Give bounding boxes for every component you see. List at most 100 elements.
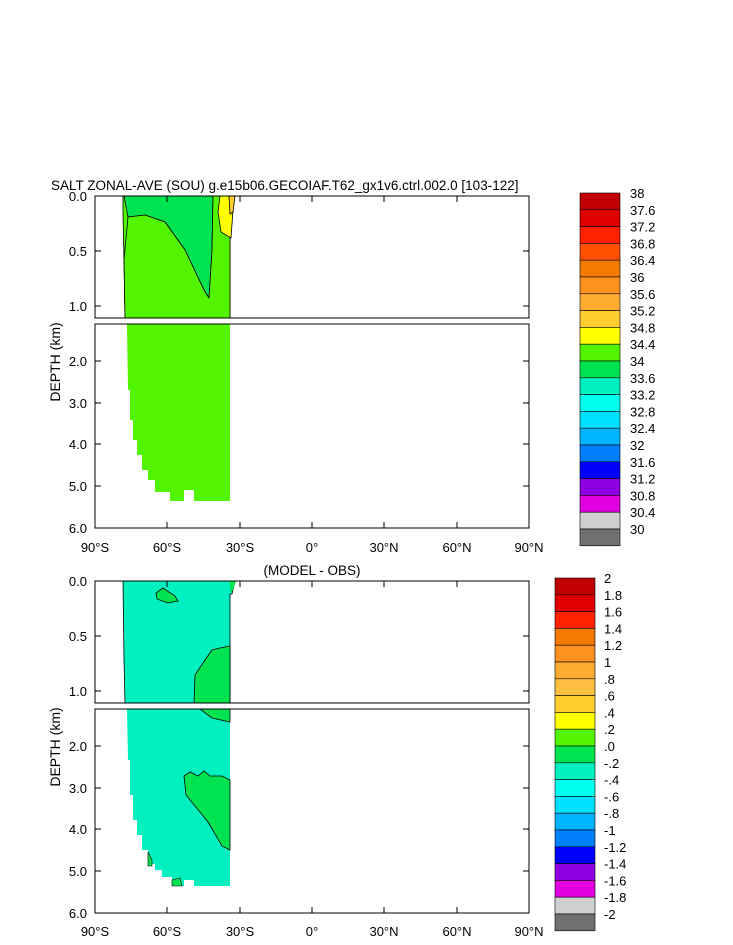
- colorbar-swatch: [579, 377, 621, 395]
- colorbar-swatch: [554, 829, 596, 848]
- ytick-label: 5.0: [69, 864, 87, 879]
- colorbar-label: -.2: [604, 756, 619, 771]
- colorbar-label: .2: [604, 722, 615, 737]
- panel1-lower-field: [127, 324, 230, 501]
- xtick-label: 90°S: [81, 540, 110, 555]
- colorbar-label: 35.6: [630, 287, 655, 302]
- panel1-xtick-marks: [166, 196, 458, 528]
- panel2-upper-fields: [122, 580, 236, 704]
- colorbar-swatch: [554, 846, 596, 864]
- colorbar-label: 30.4: [630, 505, 655, 520]
- ytick-label: 3.0: [69, 781, 87, 796]
- ytick-label: 6.0: [69, 521, 87, 536]
- colorbar-swatch: [554, 712, 596, 730]
- colorbar-swatch: [579, 343, 621, 362]
- xtick-label: 30°S: [226, 924, 255, 939]
- colorbar-label: .0: [604, 739, 615, 754]
- colorbar-label: 1.4: [604, 621, 622, 636]
- colorbar-swatch: [554, 762, 596, 780]
- colorbar-swatch: [554, 896, 596, 915]
- colorbar-swatch: [579, 495, 621, 513]
- colorbar-label: 31.2: [630, 472, 655, 487]
- colorbar-label: -2: [604, 907, 616, 922]
- y-axis-label: DEPTH (km): [47, 707, 63, 786]
- colorbar-swatch: [579, 411, 621, 429]
- anomaly-lower-region-0.0-bottom: [147, 851, 153, 867]
- xtick-label: 90°N: [514, 924, 543, 939]
- colorbar-swatch: [579, 192, 621, 211]
- colorbar-label: -.6: [604, 789, 619, 804]
- anomaly-lower-region-0.0-base: [171, 877, 183, 887]
- ytick-label: 0.0: [69, 189, 87, 204]
- colorbar-swatch: [554, 678, 596, 696]
- panel1-yaxis: 0.0 0.5 1.0 2.0 3.0 4.0 5.0 6.0: [69, 189, 87, 536]
- colorbar-swatch: [579, 276, 621, 295]
- colorbar-2: 21.81.61.41.21.8.6.4.2.0-.2-.4-.6-.8-1-1…: [554, 571, 626, 932]
- colorbar-swatch: [579, 327, 621, 345]
- colorbar-label: 32.4: [630, 421, 655, 436]
- colorbar-swatch: [579, 461, 621, 479]
- colorbar-label: 2: [604, 571, 611, 586]
- colorbar-swatch: [579, 243, 621, 261]
- colorbar-label: .4: [604, 705, 615, 720]
- ytick-label: 2.0: [69, 354, 87, 369]
- xtick-label: 60°S: [153, 924, 182, 939]
- ytick-label: 4.0: [69, 437, 87, 452]
- colorbar-label: 33.2: [630, 388, 655, 403]
- colorbar-label: -1.6: [604, 873, 626, 888]
- colorbar-swatch: [579, 293, 621, 311]
- colorbar-label: -1: [604, 823, 616, 838]
- colorbar-label: 1.6: [604, 605, 622, 620]
- anomaly-region-0.0-c: [230, 581, 236, 592]
- ytick-label: 2.0: [69, 739, 87, 754]
- colorbar-label: 32.8: [630, 404, 655, 419]
- xtick-label: 0°: [306, 924, 318, 939]
- colorbar-1: 38 37.6 37.236.8 36.4 36 35.6 35.234.8 34.4 34 33…: [579, 186, 655, 547]
- colorbar-label: 1.8: [604, 588, 622, 603]
- colorbar-label: 36.8: [630, 236, 655, 251]
- colorbar-label: 34.8: [630, 320, 655, 335]
- anomaly-region-0.0-a: [155, 587, 179, 604]
- panel2-xtick-marks: [166, 581, 458, 913]
- salinity-region-35.2: [228, 195, 236, 215]
- colorbar-swatch: [554, 661, 596, 680]
- panel2-ytick-marks: [95, 580, 529, 872]
- xtick-label: 90°S: [81, 924, 110, 939]
- colorbar-swatch: [554, 779, 596, 797]
- xtick-label: 30°N: [369, 924, 398, 939]
- ytick-label: 3.0: [69, 396, 87, 411]
- colorbar-label: 37.2: [630, 220, 655, 235]
- colorbar-label: -1.4: [604, 857, 626, 872]
- panel1-upper-fields: [122, 195, 236, 319]
- xtick-label: 30°N: [369, 540, 398, 555]
- anomaly-lower-region-neg0.2: [127, 709, 230, 886]
- colorbar-label: -1.8: [604, 890, 626, 905]
- colorbar-label: 36: [630, 270, 644, 285]
- colorbar-label: 31.6: [630, 455, 655, 470]
- colorbar-swatch: [554, 745, 596, 764]
- colorbar-swatch: [554, 594, 596, 612]
- xtick-label: 60°S: [153, 540, 182, 555]
- panel2-lower-fields: [127, 708, 231, 887]
- ytick-label: 5.0: [69, 479, 87, 494]
- colorbar-swatch: [579, 511, 621, 530]
- colorbar-label: 36.4: [630, 253, 655, 268]
- ytick-label: 4.0: [69, 822, 87, 837]
- chart-title: SALT ZONAL-AVE (SOU) g.e15b06.GECOIAF.T6…: [51, 178, 518, 193]
- colorbar-swatch: [554, 695, 596, 713]
- colorbar-swatch: [554, 913, 596, 932]
- ytick-label: 0.5: [69, 629, 87, 644]
- colorbar-swatch: [579, 444, 621, 463]
- ytick-label: 0.5: [69, 244, 87, 259]
- colorbar-label: 32: [630, 438, 644, 453]
- colorbar-label: .8: [604, 672, 615, 687]
- colorbar-label: 33.6: [630, 371, 655, 386]
- xtick-label: 0°: [306, 540, 318, 555]
- colorbar-swatch: [554, 796, 596, 814]
- ytick-label: 1.0: [69, 299, 87, 314]
- colorbar-label: 38: [630, 186, 644, 201]
- xtick-label: 60°N: [442, 924, 471, 939]
- ytick-label: 6.0: [69, 906, 87, 921]
- colorbar-swatch: [579, 360, 621, 379]
